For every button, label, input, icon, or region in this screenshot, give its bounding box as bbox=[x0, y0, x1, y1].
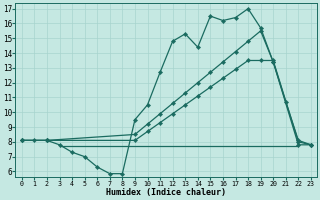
X-axis label: Humidex (Indice chaleur): Humidex (Indice chaleur) bbox=[106, 188, 226, 197]
